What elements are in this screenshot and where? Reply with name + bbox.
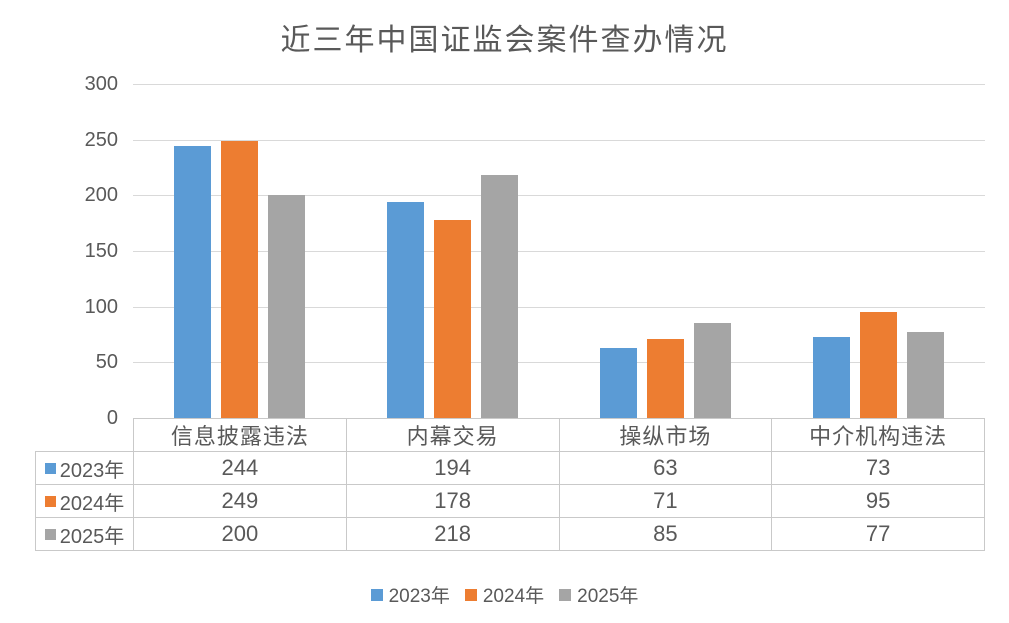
bar-2024年-内幕交易 xyxy=(434,219,471,418)
gridline xyxy=(133,139,985,141)
bar-2024年-中介机构违法 xyxy=(860,312,897,418)
legend-item-2025年: 2025年 xyxy=(559,581,638,608)
bar-2024年-信息披露违法 xyxy=(221,140,258,418)
data-table-row-header: 2025年 xyxy=(35,517,134,551)
bar-group-2 xyxy=(346,84,559,418)
y-axis-tick-label: 200 xyxy=(84,184,118,207)
data-table-row-header: 2024年 xyxy=(35,484,134,518)
bar-2025年-信息披露违法 xyxy=(268,195,305,418)
bar-2025年-操纵市场 xyxy=(694,323,731,418)
bar-group-1 xyxy=(133,84,346,418)
legend-swatch xyxy=(559,588,572,601)
legend-label: 2024年 xyxy=(482,586,545,607)
bar-group-4 xyxy=(772,84,985,418)
bar-2025年-中介机构违法 xyxy=(907,332,944,418)
y-axis-tick-label: 300 xyxy=(84,73,118,95)
chart-title: 近三年中国证监会案件查办情况 xyxy=(280,24,729,57)
series-name-label: 2023年 xyxy=(59,459,125,482)
data-table-header-row: 信息披露违法 内幕交易 操纵市场 中介机构违法 xyxy=(35,418,985,452)
gridline xyxy=(133,306,985,308)
data-table-value-cell: 178 xyxy=(345,484,560,518)
data-table-category-header: 操纵市场 xyxy=(558,418,773,452)
data-table-value-cell: 77 xyxy=(771,517,985,551)
data-table-value-cell: 71 xyxy=(558,484,773,518)
series-key-swatch xyxy=(44,462,56,474)
legend-item-2023年: 2023年 xyxy=(370,581,450,608)
y-axis-tick-label: 50 xyxy=(95,351,118,374)
bar-group-3 xyxy=(559,84,772,418)
data-table-value-cell: 249 xyxy=(133,484,347,518)
bar-layer xyxy=(133,84,985,418)
gridline xyxy=(133,84,985,85)
data-table-corner-cell xyxy=(35,418,134,452)
data-table-body: 信息披露违法 内幕交易 操纵市场 中介机构违法 2023年 244 194 63 73 2024年… xyxy=(35,418,985,551)
data-table-value-cell: 200 xyxy=(133,517,347,551)
gridline xyxy=(133,251,985,252)
bar-2025年-内幕交易 xyxy=(481,175,518,418)
data-table-category-header: 中介机构违法 xyxy=(771,418,985,452)
data-table-row-header: 2023年 xyxy=(35,451,134,485)
data-table-row-label: 2025年 xyxy=(37,520,133,549)
data-table-value-cell: 73 xyxy=(771,451,985,485)
legend-label: 2025年 xyxy=(577,586,639,607)
data-table-value-cell: 95 xyxy=(771,484,985,518)
legend-swatch xyxy=(464,588,477,601)
y-axis-tick-label: 250 xyxy=(84,128,118,151)
y-axis-tick-label: 100 xyxy=(84,295,118,318)
data-table-category-header: 信息披露违法 xyxy=(133,418,347,452)
legend-swatch xyxy=(370,588,383,601)
data-table: 信息披露违法 内幕交易 操纵市场 中介机构违法 2023年 244 194 63 73 2024年… xyxy=(35,418,985,551)
gridline xyxy=(133,362,985,364)
data-table-value-cell: 218 xyxy=(345,517,560,551)
bar-2023年-中介机构违法 xyxy=(813,336,850,418)
data-table-series-row: 2023年 244 194 63 73 xyxy=(35,451,985,485)
y-axis-tick-label: 150 xyxy=(84,240,118,262)
data-table-row-label: 2024年 xyxy=(37,487,133,516)
series-key-swatch xyxy=(44,495,56,507)
y-axis-tick-label: 0 xyxy=(106,407,118,429)
data-table-value-cell: 63 xyxy=(558,451,773,485)
data-table-row-label: 2023年 xyxy=(37,454,133,483)
legend-label: 2023年 xyxy=(388,586,450,607)
bar-2023年-操纵市场 xyxy=(600,347,637,418)
series-name-label: 2025年 xyxy=(59,525,125,548)
data-table-series-row: 2024年 249 178 71 95 xyxy=(35,484,985,518)
gridline-layer xyxy=(133,84,985,418)
data-table-value-cell: 194 xyxy=(345,451,560,485)
data-table-category-header: 内幕交易 xyxy=(345,418,560,452)
legend: 2023年 2024年 2025年 xyxy=(0,581,1009,608)
y-axis: 0 50 100 150 200 250 300 xyxy=(0,74,118,428)
data-table-value-cell: 85 xyxy=(558,517,773,551)
plot-area xyxy=(133,84,985,418)
legend-item-2024年: 2024年 xyxy=(464,581,545,608)
data-table-series-row: 2025年 200 218 85 77 xyxy=(35,517,985,551)
bar-2023年-信息披露违法 xyxy=(174,146,211,418)
series-key-swatch xyxy=(44,528,56,540)
data-table-value-cell: 244 xyxy=(133,451,347,485)
bar-2023年-内幕交易 xyxy=(387,202,424,418)
bar-2024年-操纵市场 xyxy=(647,338,684,418)
series-name-label: 2024年 xyxy=(59,492,125,515)
gridline xyxy=(133,195,985,197)
